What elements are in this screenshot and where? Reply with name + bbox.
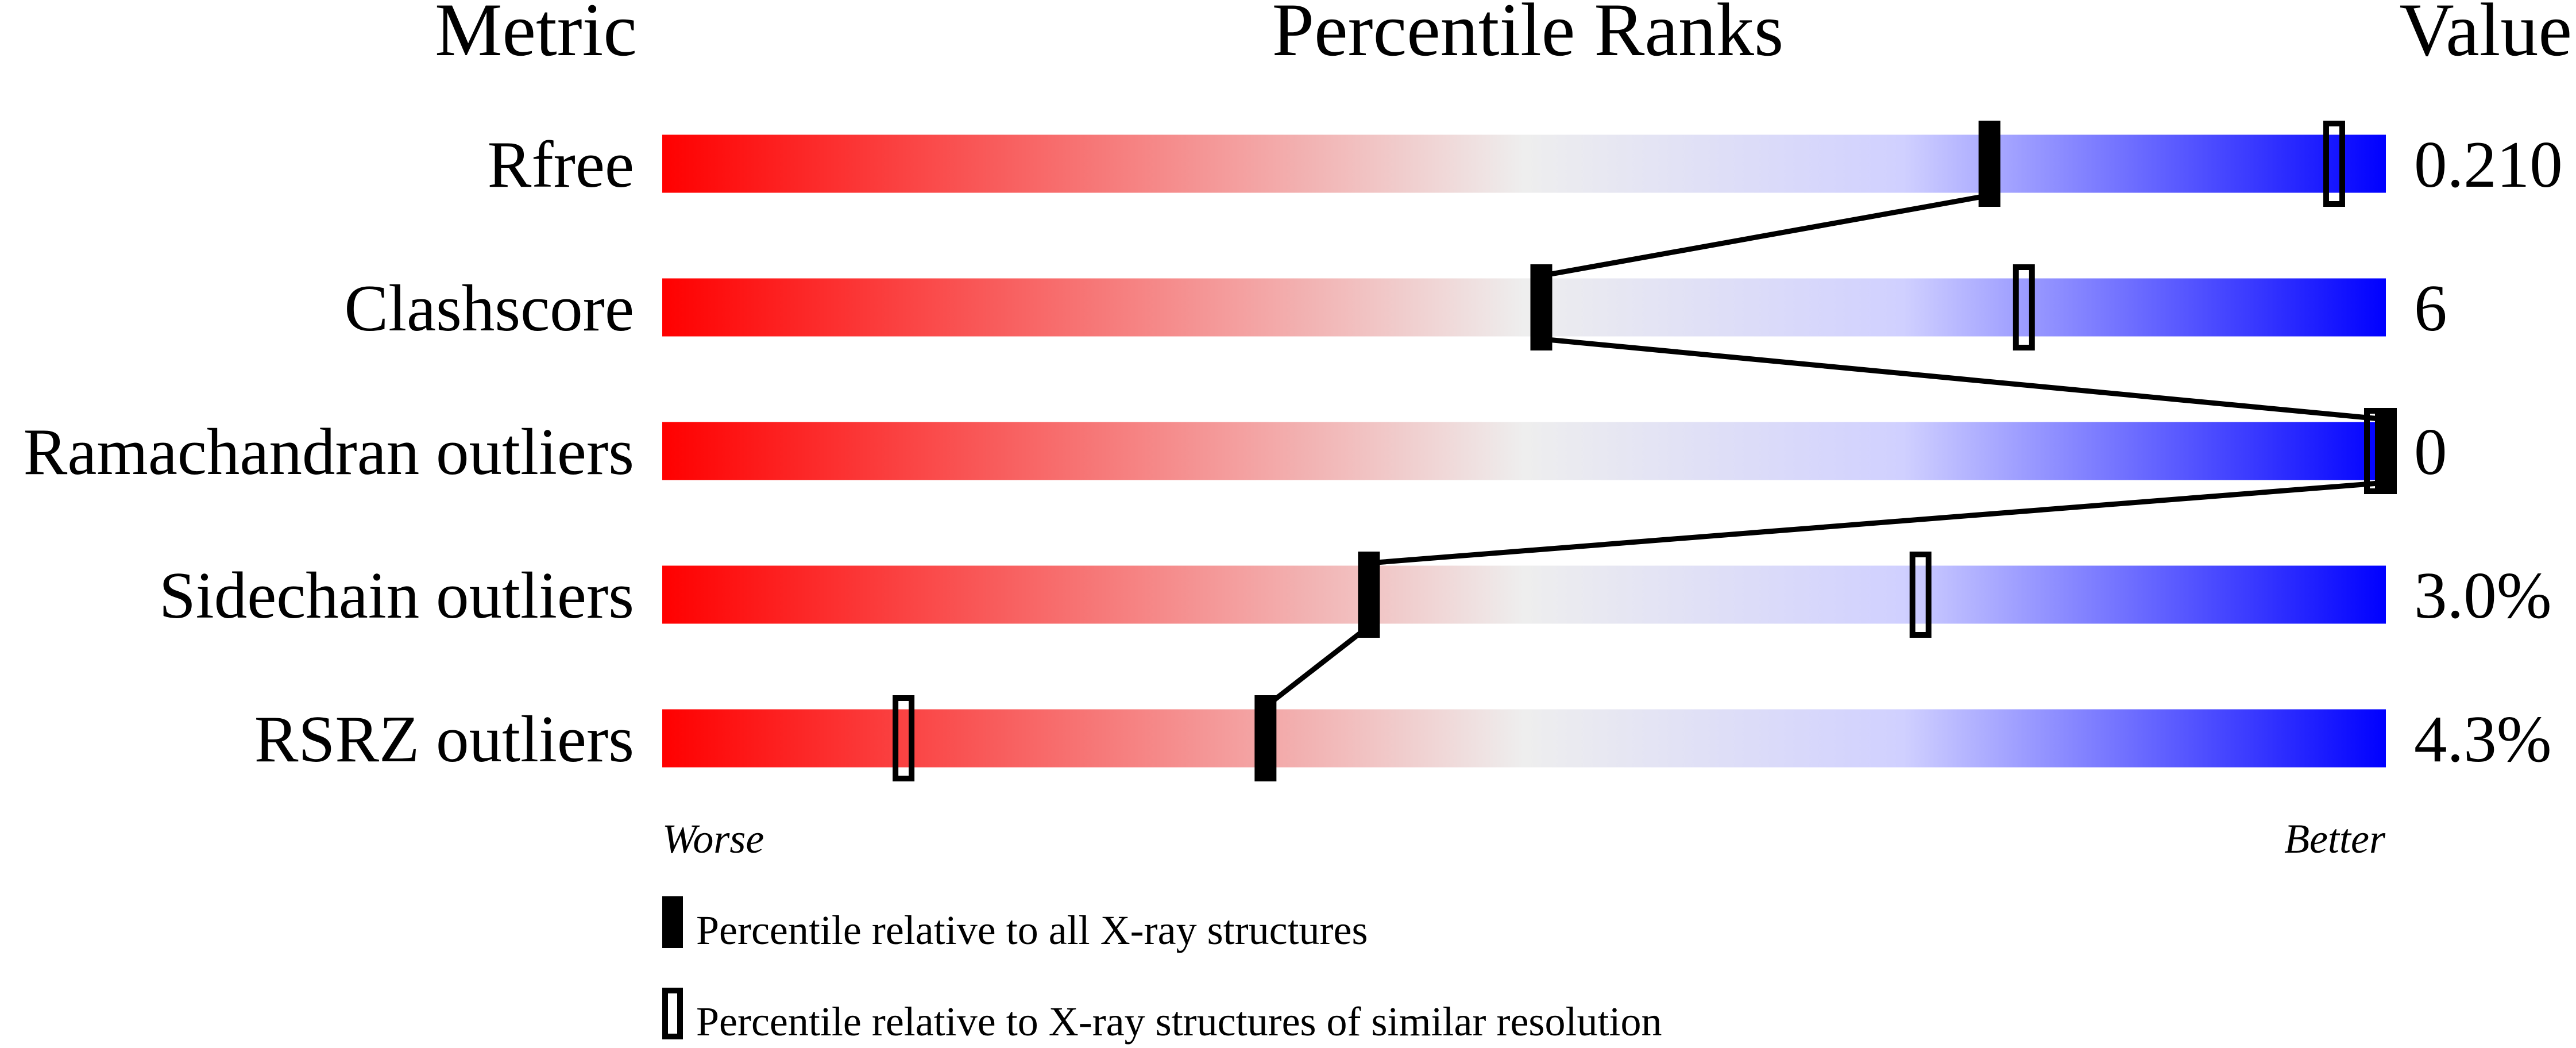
legend-label-similar: Percentile relative to X-ray structures … [696, 999, 1662, 1045]
header-value: Value [2399, 0, 2572, 72]
legend-open-marker-icon [662, 988, 683, 1039]
metric-value: 4.3% [2414, 703, 2552, 776]
marker-all-structures [1358, 552, 1380, 638]
connector-line [1540, 192, 1990, 279]
metric-label: Clashscore [344, 272, 634, 345]
marker-all-structures [1978, 121, 2000, 207]
marker-similar-resolution [2013, 264, 2035, 350]
worse-label: Worse [662, 816, 764, 862]
connector-line [1369, 480, 2386, 566]
marker-all-structures [1530, 264, 1552, 350]
metric-value: 0.210 [2414, 128, 2563, 201]
metric-value: 0 [2414, 415, 2447, 488]
marker-all-structures [1254, 695, 1277, 781]
header-metric: Metric [435, 0, 637, 72]
percentile-bar [662, 422, 2386, 480]
connector-line [1541, 336, 2386, 422]
metric-label: Sidechain outliers [159, 559, 634, 632]
metric-label: Ramachandran outliers [24, 415, 634, 488]
metric-label: Rfree [488, 128, 634, 201]
marker-similar-resolution [893, 695, 915, 781]
metric-value: 6 [2414, 272, 2447, 345]
header-percentile: Percentile Ranks [1272, 0, 1784, 72]
connector-line [1264, 624, 1371, 709]
percentile-bar [662, 278, 2386, 337]
metric-value: 3.0% [2414, 559, 2552, 632]
percentile-bar [662, 709, 2386, 768]
legend-label-all: Percentile relative to all X-ray structu… [696, 907, 1368, 953]
better-label: Better [2284, 816, 2386, 862]
marker-similar-resolution [1909, 552, 1932, 638]
marker-all-structures [2375, 408, 2397, 494]
percentile-bar [662, 134, 2386, 193]
percentile-bar [662, 565, 2386, 624]
metric-label: RSRZ outliers [254, 703, 634, 776]
marker-similar-resolution [2323, 121, 2345, 207]
legend-filled-marker-icon [662, 896, 683, 948]
